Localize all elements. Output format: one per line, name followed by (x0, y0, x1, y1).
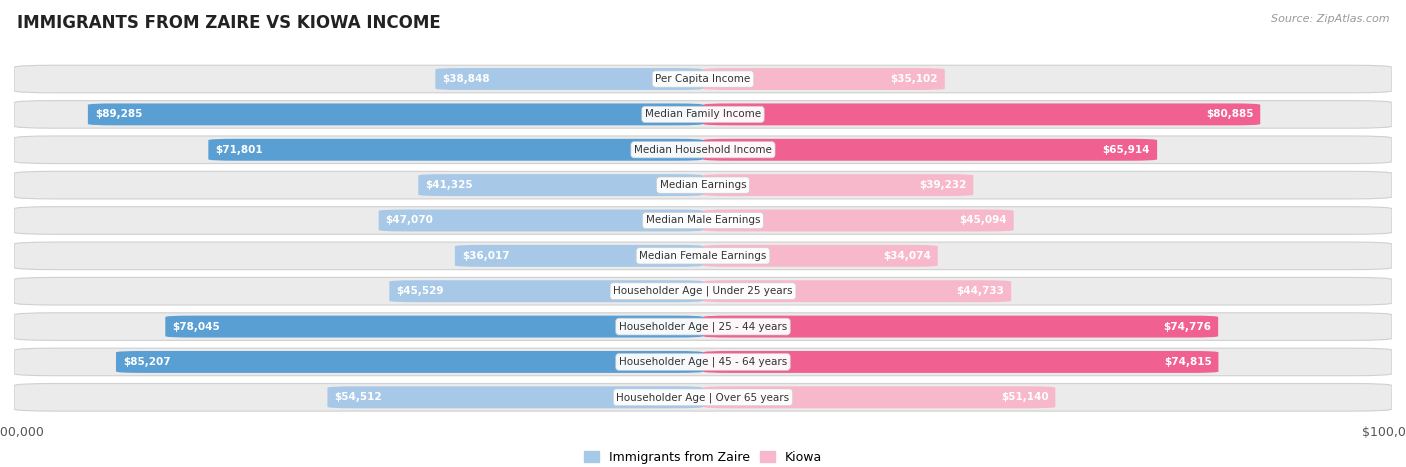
FancyBboxPatch shape (703, 174, 973, 196)
Text: $71,801: $71,801 (215, 145, 263, 155)
Text: $74,776: $74,776 (1163, 322, 1212, 332)
Text: $35,102: $35,102 (890, 74, 938, 84)
FancyBboxPatch shape (14, 136, 1392, 163)
Text: $44,733: $44,733 (956, 286, 1004, 296)
Text: $45,529: $45,529 (396, 286, 444, 296)
FancyBboxPatch shape (166, 316, 703, 338)
FancyBboxPatch shape (703, 245, 938, 267)
FancyBboxPatch shape (456, 245, 703, 267)
FancyBboxPatch shape (436, 68, 703, 90)
FancyBboxPatch shape (703, 316, 1218, 338)
Text: $45,094: $45,094 (959, 215, 1007, 226)
FancyBboxPatch shape (14, 171, 1392, 199)
Text: $51,140: $51,140 (1001, 392, 1049, 402)
FancyBboxPatch shape (328, 386, 703, 408)
Text: $85,207: $85,207 (122, 357, 170, 367)
Text: $39,232: $39,232 (920, 180, 966, 190)
Text: Householder Age | 25 - 44 years: Householder Age | 25 - 44 years (619, 321, 787, 332)
FancyBboxPatch shape (378, 210, 703, 232)
Text: $34,074: $34,074 (883, 251, 931, 261)
FancyBboxPatch shape (14, 242, 1392, 269)
Text: Median Household Income: Median Household Income (634, 145, 772, 155)
Legend: Immigrants from Zaire, Kiowa: Immigrants from Zaire, Kiowa (579, 446, 827, 467)
Text: Median Female Earnings: Median Female Earnings (640, 251, 766, 261)
Text: $41,325: $41,325 (425, 180, 472, 190)
FancyBboxPatch shape (703, 351, 1219, 373)
FancyBboxPatch shape (389, 280, 703, 302)
Text: $74,815: $74,815 (1164, 357, 1212, 367)
FancyBboxPatch shape (14, 100, 1392, 128)
FancyBboxPatch shape (208, 139, 703, 161)
Text: $89,285: $89,285 (94, 109, 142, 120)
Text: Median Male Earnings: Median Male Earnings (645, 215, 761, 226)
FancyBboxPatch shape (703, 103, 1260, 125)
FancyBboxPatch shape (14, 313, 1392, 340)
FancyBboxPatch shape (14, 277, 1392, 305)
FancyBboxPatch shape (419, 174, 703, 196)
FancyBboxPatch shape (14, 207, 1392, 234)
FancyBboxPatch shape (14, 383, 1392, 411)
Text: $78,045: $78,045 (172, 322, 219, 332)
Text: $54,512: $54,512 (335, 392, 382, 402)
FancyBboxPatch shape (703, 386, 1056, 408)
Text: Householder Age | 45 - 64 years: Householder Age | 45 - 64 years (619, 357, 787, 367)
FancyBboxPatch shape (703, 210, 1014, 232)
Text: Source: ZipAtlas.com: Source: ZipAtlas.com (1271, 14, 1389, 24)
Text: $65,914: $65,914 (1102, 145, 1150, 155)
FancyBboxPatch shape (703, 280, 1011, 302)
FancyBboxPatch shape (89, 103, 703, 125)
Text: IMMIGRANTS FROM ZAIRE VS KIOWA INCOME: IMMIGRANTS FROM ZAIRE VS KIOWA INCOME (17, 14, 440, 32)
Text: Householder Age | Under 25 years: Householder Age | Under 25 years (613, 286, 793, 297)
Text: $36,017: $36,017 (461, 251, 509, 261)
Text: Per Capita Income: Per Capita Income (655, 74, 751, 84)
FancyBboxPatch shape (703, 68, 945, 90)
Text: Householder Age | Over 65 years: Householder Age | Over 65 years (616, 392, 790, 403)
Text: $80,885: $80,885 (1206, 109, 1253, 120)
Text: Median Earnings: Median Earnings (659, 180, 747, 190)
FancyBboxPatch shape (14, 348, 1392, 376)
FancyBboxPatch shape (14, 65, 1392, 93)
Text: $38,848: $38,848 (443, 74, 489, 84)
Text: Median Family Income: Median Family Income (645, 109, 761, 120)
FancyBboxPatch shape (115, 351, 703, 373)
FancyBboxPatch shape (703, 139, 1157, 161)
Text: $47,070: $47,070 (385, 215, 433, 226)
